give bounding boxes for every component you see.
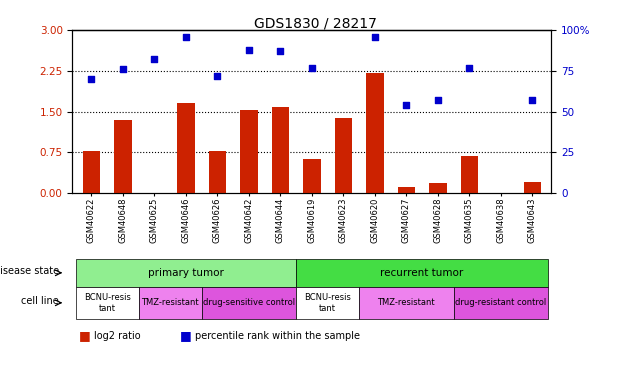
Point: [118, 66, 128, 72]
Text: BCNU-resis
tant: BCNU-resis tant: [304, 293, 351, 312]
Point: [433, 97, 443, 103]
Point: [464, 64, 474, 70]
Bar: [83, 151, 100, 193]
Point: [401, 102, 411, 108]
Text: disease state: disease state: [0, 266, 59, 276]
Text: cell line: cell line: [21, 296, 59, 306]
Text: primary tumor: primary tumor: [148, 268, 224, 278]
Bar: [303, 159, 321, 193]
Text: drug-sensitive control: drug-sensitive control: [203, 298, 295, 307]
Point: [181, 33, 191, 39]
Bar: [461, 156, 478, 193]
Text: ■: ■: [79, 329, 91, 342]
Bar: [114, 120, 132, 193]
Text: GDS1830 / 28217: GDS1830 / 28217: [253, 17, 377, 31]
Point: [244, 46, 254, 53]
Point: [307, 64, 317, 70]
Bar: [209, 151, 226, 193]
Bar: [177, 104, 195, 193]
Bar: [398, 187, 415, 193]
Text: TMZ-resistant: TMZ-resistant: [141, 298, 199, 307]
Bar: [335, 118, 352, 193]
Text: recurrent tumor: recurrent tumor: [381, 268, 464, 278]
Bar: [240, 111, 258, 193]
Text: percentile rank within the sample: percentile rank within the sample: [195, 331, 360, 340]
Bar: [524, 182, 541, 193]
Point: [275, 48, 285, 54]
Text: ■: ■: [180, 329, 192, 342]
Bar: [366, 74, 384, 193]
Point: [149, 56, 159, 62]
Bar: [429, 183, 447, 193]
Point: [527, 97, 537, 103]
Point: [86, 76, 96, 82]
Text: drug-resistant control: drug-resistant control: [455, 298, 546, 307]
Text: log2 ratio: log2 ratio: [94, 331, 141, 340]
Text: TMZ-resistant: TMZ-resistant: [377, 298, 435, 307]
Bar: [272, 107, 289, 193]
Text: BCNU-resis
tant: BCNU-resis tant: [84, 293, 130, 312]
Point: [370, 33, 380, 39]
Point: [212, 73, 222, 79]
